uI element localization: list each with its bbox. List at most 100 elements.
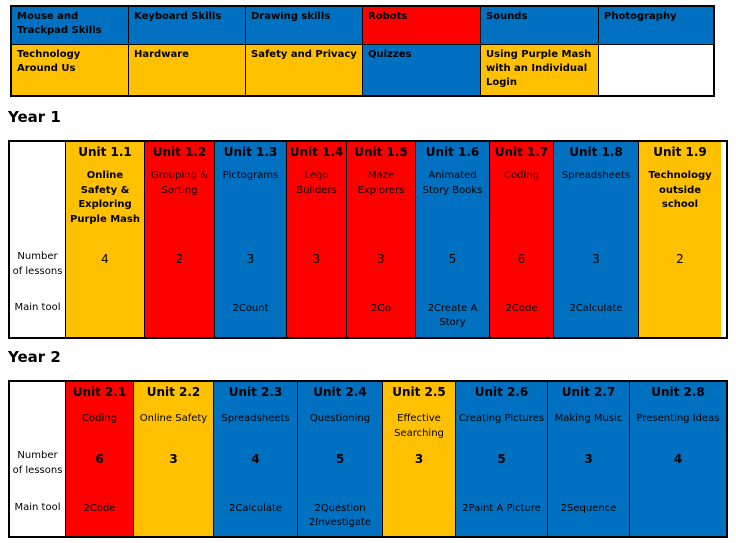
key-label: Keyboard Skills — [134, 11, 222, 22]
year2-row-labels: Number of lessons Main tool — [10, 382, 66, 536]
unit-name: Online Safety — [139, 413, 208, 424]
key-cell-technology-around-us: Technology Around Us — [12, 45, 129, 95]
unit-tool: 2Question 2Investigate — [308, 503, 372, 528]
year1-heading: Year 1 — [8, 108, 61, 126]
unit-tool: 2Count — [232, 303, 269, 314]
year2-unit-2-6: Unit 2.6 Creating Pictures 5 2Paint A Pi… — [456, 382, 548, 536]
key-cell-keyboard: Keyboard Skills — [129, 7, 246, 45]
unit-lessons: 3 — [584, 452, 593, 466]
unit-lessons: 3 — [592, 252, 600, 266]
unit-title: Unit 1.5 — [354, 145, 408, 159]
year2-unit-2-2: Unit 2.2 Online Safety 3 — [134, 382, 214, 536]
year1-table: Number of lessons Main tool Unit 1.1 Onl… — [8, 140, 728, 339]
key-label: Drawing skills — [251, 11, 331, 22]
unit-title: Unit 2.1 — [72, 385, 127, 399]
key-cell-quizzes: Quizzes — [363, 45, 481, 95]
year1-unit-1-8: Unit 1.8 Spreadsheets 3 2Calculate — [554, 142, 639, 337]
unit-tool: 2Code — [505, 303, 538, 314]
unit-lessons: 3 — [414, 452, 424, 466]
unit-name: Technology outside school — [648, 170, 712, 210]
key-label: Photography — [604, 11, 677, 22]
unit-tool: 2Calculate — [569, 303, 623, 314]
year2-unit-2-7: Unit 2.7 Making Music 3 2Sequence — [548, 382, 630, 536]
unit-lessons: 5 — [448, 252, 457, 266]
unit-title: Unit 1.8 — [569, 145, 623, 159]
year2-table: Number of lessons Main tool Unit 2.1 Cod… — [8, 380, 728, 538]
unit-tool: 2Create A Story — [427, 303, 478, 328]
key-label: Safety and Privacy — [251, 49, 357, 60]
year2-heading: Year 2 — [8, 348, 61, 366]
unit-name: Questioning — [309, 413, 371, 424]
year2-unit-2-1: Unit 2.1 Coding 6 2Code — [66, 382, 134, 536]
unit-title: Unit 2.8 — [651, 385, 705, 399]
key-cell-photography: Photography — [599, 7, 713, 45]
unit-name: Grouping & Sorting — [151, 170, 208, 196]
unit-lessons: 6 — [517, 252, 526, 266]
unit-title: Unit 2.7 — [561, 385, 616, 399]
unit-tool: 2Go — [370, 303, 392, 314]
unit-tool: 2Paint A Picture — [462, 503, 541, 514]
unit-lessons: 2 — [676, 252, 684, 266]
unit-tool: 2Sequence — [560, 503, 617, 514]
key-cell-safety-privacy: Safety and Privacy — [246, 45, 363, 95]
unit-name: Maze Explorers — [357, 170, 405, 196]
unit-lessons: 4 — [101, 252, 109, 266]
key-label: Technology Around Us — [17, 49, 81, 74]
unit-lessons: 4 — [673, 452, 683, 466]
year2-unit-2-8: Unit 2.8 Presenting Ideas 4 — [630, 382, 726, 536]
unit-name: Making Music — [554, 413, 623, 424]
unit-name: Creating Pictures — [458, 413, 545, 424]
tool-row-label: Main tool — [14, 302, 61, 313]
year1-unit-1-9: Unit 1.9 Technology outside school 2 — [639, 142, 721, 337]
key-cell-hardware: Hardware — [129, 45, 246, 95]
unit-title: Unit 1.3 — [223, 145, 278, 159]
year1-unit-1-1: Unit 1.1 Online Safety & Exploring Purpl… — [66, 142, 145, 337]
key-label: Sounds — [486, 11, 528, 22]
unit-name: Spreadsheets — [221, 413, 290, 424]
unit-lessons: 3 — [312, 252, 321, 266]
unit-lessons: 3 — [169, 452, 178, 466]
unit-name: Coding — [504, 170, 539, 181]
year1-unit-1-2: Unit 1.2 Grouping & Sorting 2 — [145, 142, 215, 337]
unit-name: Lego Builders — [296, 170, 337, 196]
unit-lessons: 6 — [95, 452, 104, 466]
key-cell-mouse-trackpad: Mouse and Trackpad Skills — [12, 7, 129, 45]
unit-lessons: 4 — [251, 452, 260, 466]
year1-unit-1-3: Unit 1.3 Pictograms 3 2Count — [215, 142, 287, 337]
lessons-row-label: Number of lessons — [12, 251, 63, 277]
key-label: Hardware — [134, 49, 189, 60]
key-label: Robots — [368, 11, 408, 22]
key-label: Using Purple Mash with an Individual Log… — [486, 49, 592, 88]
unit-title: Unit 1.9 — [653, 145, 707, 159]
key-label: Quizzes — [368, 49, 412, 60]
year1-unit-1-7: Unit 1.7 Coding 6 2Code — [490, 142, 554, 337]
year2-unit-2-5: Unit 2.5 Effective Searching 3 — [383, 382, 456, 536]
key-cell-sounds: Sounds — [481, 7, 599, 45]
unit-title: Unit 1.1 — [78, 145, 132, 159]
unit-title: Unit 2.6 — [474, 385, 529, 399]
unit-name: Animated Story Books — [422, 170, 483, 196]
unit-title: Unit 2.5 — [392, 385, 446, 399]
unit-name: Spreadsheets — [561, 170, 631, 181]
unit-lessons: 2 — [175, 252, 184, 266]
key-grid: Mouse and Trackpad Skills Keyboard Skill… — [10, 5, 715, 97]
unit-name: Effective Searching — [394, 413, 444, 439]
year1-unit-1-5: Unit 1.5 Maze Explorers 3 2Go — [347, 142, 416, 337]
unit-title: Unit 1.2 — [152, 145, 207, 159]
unit-tool: 2Code — [83, 503, 116, 514]
unit-lessons: 5 — [335, 452, 345, 466]
unit-title: Unit 1.6 — [425, 145, 480, 159]
unit-name: Online Safety & Exploring Purple Mash — [70, 170, 140, 225]
key-label: Mouse and Trackpad Skills — [17, 11, 102, 36]
unit-lessons: 3 — [377, 252, 385, 266]
key-cell-drawing: Drawing skills — [246, 7, 363, 45]
key-cell-empty — [599, 45, 713, 95]
unit-tool: 2Calculate — [228, 503, 283, 514]
unit-title: Unit 2.4 — [313, 385, 367, 399]
year1-row-labels: Number of lessons Main tool — [10, 142, 66, 337]
unit-lessons: 5 — [497, 452, 506, 466]
unit-name: Pictograms — [222, 170, 279, 181]
unit-name: Coding — [82, 413, 117, 424]
year2-unit-2-3: Unit 2.3 Spreadsheets 4 2Calculate — [214, 382, 298, 536]
unit-name: Presenting Ideas — [636, 413, 720, 424]
